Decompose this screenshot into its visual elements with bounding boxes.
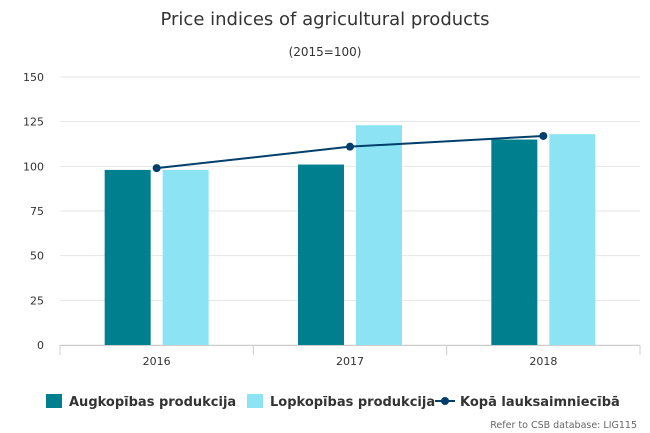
y-tick-label: 125: [23, 116, 44, 129]
line-point-2017[interactable]: [346, 142, 354, 151]
chart-title: Price indices of agricultural products: [160, 9, 489, 30]
chart-subtitle: (2015=100): [289, 45, 362, 59]
x-tick-label: 2017: [336, 355, 364, 368]
x-axis: 2016 2017 2018: [59, 345, 641, 368]
legend-swatch: [247, 394, 263, 408]
x-tick-label: 2018: [529, 355, 557, 368]
bar-lopkopibas-2018[interactable]: [549, 134, 596, 345]
bar-augkopibas-2018[interactable]: [491, 139, 538, 345]
line-point-2018[interactable]: [539, 131, 548, 140]
legend-item-2[interactable]: Lopkopības produkcija: [247, 394, 435, 410]
legend-marker: [441, 397, 449, 405]
y-tick-label: 50: [30, 250, 44, 263]
y-tick-label: 25: [30, 294, 44, 307]
bar-augkopibas-2017[interactable]: [298, 164, 344, 345]
y-tick-label: 150: [23, 71, 44, 84]
legend-swatch: [46, 394, 62, 408]
line-kopa[interactable]: [156, 134, 544, 170]
y-tick-label: 100: [23, 160, 44, 173]
bar-lopkopibas-2017[interactable]: [356, 125, 402, 346]
y-tick-label: 75: [30, 205, 44, 218]
source-credit[interactable]: Refer to CSB database: LIG115: [490, 420, 637, 431]
line-point-2016[interactable]: [152, 164, 161, 173]
x-tick-label: 2016: [143, 355, 171, 368]
bar-augkopibas-2016[interactable]: [104, 169, 151, 345]
bar-lopkopibas-2016[interactable]: [162, 169, 209, 345]
legend-label: Lopkopības produkcija: [270, 395, 435, 410]
legend-item-1[interactable]: Augkopības produkcija: [46, 394, 236, 410]
legend-item-3[interactable]: Kopā lauksaimniecībā: [435, 395, 620, 410]
legend-label: Augkopības produkcija: [69, 395, 236, 410]
y-tick-label: 0: [37, 339, 44, 352]
legend[interactable]: Augkopības produkcija Lopkopības produkci…: [46, 394, 620, 410]
legend-label: Kopā lauksaimniecībā: [460, 395, 620, 410]
y-axis-labels: 0 25 50 75 100 125 150: [23, 71, 44, 352]
total-line: [152, 131, 548, 173]
bars: [104, 125, 596, 346]
